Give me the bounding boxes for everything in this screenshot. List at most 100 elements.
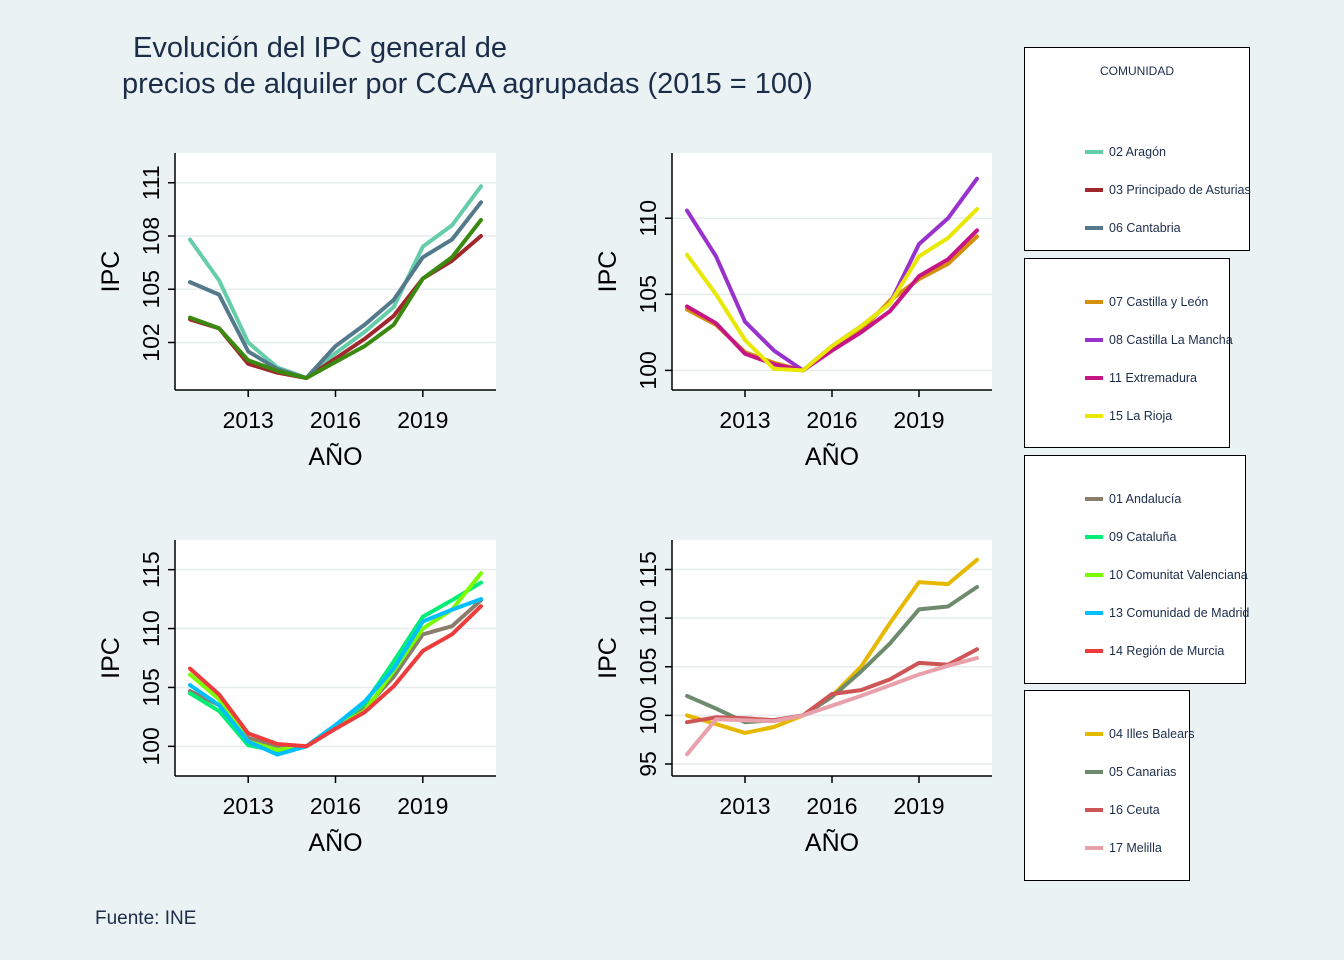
series-line-4 <box>685 207 979 373</box>
legend-label: 08 Castilla La Mancha <box>1109 333 1233 347</box>
x-tick-label: 2013 <box>223 407 274 433</box>
legend-item: 15 La Rioja <box>1085 408 1172 424</box>
legend-2: 07 Castilla y León 08 Castilla La Mancha 1… <box>1024 258 1233 448</box>
series-line-3 <box>685 228 979 373</box>
legend-label: 07 Castilla y León <box>1109 295 1209 309</box>
x-tick-label: 2019 <box>893 407 944 433</box>
legend-label: 15 La Rioja <box>1109 409 1173 423</box>
plot-background <box>672 153 992 390</box>
series-line-5 <box>188 604 483 749</box>
legend-swatch <box>1085 414 1103 418</box>
legend-label: 03 Principado de Asturias <box>1109 183 1251 197</box>
source-note: Fuente: INE <box>95 908 197 929</box>
legend-swatch <box>1085 376 1103 380</box>
legend-swatch <box>1085 770 1103 774</box>
x-tick-label: 2019 <box>893 793 944 819</box>
legend-label: 11 Extremadura <box>1109 371 1198 385</box>
y-tick-label: 95 <box>635 751 661 777</box>
legend-item: 11 Extremadura <box>1085 370 1197 386</box>
legend-swatch <box>1085 573 1103 577</box>
legend-3: 01 Andalucía 09 Cataluña 10 Comunitat Vale… <box>1024 455 1249 684</box>
legend-label: 09 Cataluña <box>1109 530 1177 544</box>
x-tick-label: 2016 <box>310 793 361 819</box>
chart-panel-3: 100 105 110 115 2013 2016 2019 AÑO IPC <box>97 540 496 857</box>
x-tick-label: 2019 <box>397 793 448 819</box>
legend-item: 02 Aragón <box>1085 144 1166 160</box>
legend-label: 10 Comunitat Valenciana <box>1109 568 1248 582</box>
legend-label: 05 Canarias <box>1109 765 1177 779</box>
legend-label: 14 Región de Murcia <box>1109 644 1225 658</box>
y-tick-label: 111 <box>138 165 164 200</box>
y-tick-label: 105 <box>635 275 661 313</box>
legend-1: COMUNIDAD 02 Aragón 03 Principado de Astur… <box>1024 47 1251 273</box>
legend-item: 07 Castilla y León <box>1085 294 1208 310</box>
y-tick-label: 110 <box>635 200 661 237</box>
legend-swatch <box>1085 150 1103 154</box>
legend-swatch <box>1085 732 1103 736</box>
x-axis-title: AÑO <box>308 828 362 857</box>
legend-item: 08 Castilla La Mancha <box>1085 332 1233 348</box>
legend-swatch <box>1085 300 1103 304</box>
legend-item: 17 Melilla <box>1085 840 1162 856</box>
y-tick-label: 110 <box>138 610 164 647</box>
y-tick-label: 110 <box>635 600 661 637</box>
y-tick-label: 100 <box>138 727 164 765</box>
y-axis-title: IPC <box>594 637 622 679</box>
y-tick-label: 105 <box>138 270 164 308</box>
legend-item: 03 Principado de Asturias <box>1085 182 1251 198</box>
legend-label: 16 Ceuta <box>1109 803 1160 817</box>
legend-swatch <box>1085 188 1103 192</box>
legend-4: 04 Illes Balears 05 Canarias 16 Ceuta 17 Me… <box>1024 690 1194 881</box>
y-tick-label: 105 <box>138 668 164 706</box>
legend-title: COMUNIDAD <box>1100 64 1174 78</box>
x-axis-title: AÑO <box>805 828 859 857</box>
chart-title-line-1: Evolución del IPC general de <box>133 32 508 64</box>
chart-panel-1: 102 105 108 111 2013 2016 2019 AÑO IPC <box>97 153 496 471</box>
x-tick-label: 2016 <box>806 793 857 819</box>
y-axis-title: IPC <box>594 251 622 293</box>
chart-title-line-2: precios de alquiler por CCAA agrupadas (… <box>122 68 813 100</box>
plot-background <box>175 153 496 390</box>
legend-swatch <box>1085 226 1103 230</box>
plot-background <box>175 540 496 776</box>
legend-item: 10 Comunitat Valenciana <box>1085 567 1248 583</box>
legend-swatch <box>1085 535 1103 539</box>
series-line-4 <box>685 656 979 757</box>
y-tick-label: 115 <box>138 551 164 588</box>
x-axis-title: AÑO <box>805 442 859 471</box>
legend-item: 14 Región de Murcia <box>1085 643 1224 659</box>
legend-label: 02 Aragón <box>1109 145 1166 159</box>
legend-label: 01 Andalucía <box>1109 492 1182 506</box>
x-tick-label: 2019 <box>397 407 448 433</box>
x-tick-label: 2016 <box>806 407 857 433</box>
legend-swatch <box>1085 649 1103 653</box>
legend-item: 09 Cataluña <box>1085 529 1176 545</box>
legend-label: 06 Cantabria <box>1109 221 1181 235</box>
x-tick-label: 2013 <box>719 793 770 819</box>
legend-item: 13 Comunidad de Madrid <box>1085 605 1249 621</box>
y-tick-label: 100 <box>635 351 661 389</box>
y-axis-title: IPC <box>97 251 125 293</box>
legend-label: 04 Illes Balears <box>1109 727 1195 741</box>
series-line-4 <box>188 218 483 380</box>
legend-swatch <box>1085 808 1103 812</box>
legend-swatch <box>1085 846 1103 850</box>
plot-background <box>672 540 992 776</box>
legend-item: 16 Ceuta <box>1085 802 1160 818</box>
y-tick-label: 100 <box>635 696 661 734</box>
series-line-4 <box>188 597 483 757</box>
legend-swatch <box>1085 338 1103 342</box>
x-axis-title: AÑO <box>308 442 362 471</box>
chart-panel-2: 100 105 110 2013 2016 2019 AÑO IPC <box>594 153 992 471</box>
chart-panel-4: 95 100 105 110 115 2013 2016 2019 AÑO IPC <box>594 540 992 857</box>
x-tick-label: 2013 <box>223 793 274 819</box>
y-tick-label: 105 <box>635 648 661 686</box>
legend-item: 04 Illes Balears <box>1085 726 1194 742</box>
series-line-1 <box>188 184 483 380</box>
y-axis-title: IPC <box>97 637 125 679</box>
legend-swatch <box>1085 497 1103 501</box>
legend-label: 13 Comunidad de Madrid <box>1109 606 1250 620</box>
legend-item: 01 Andalucía <box>1085 491 1181 507</box>
legend-label: 17 Melilla <box>1109 841 1162 855</box>
